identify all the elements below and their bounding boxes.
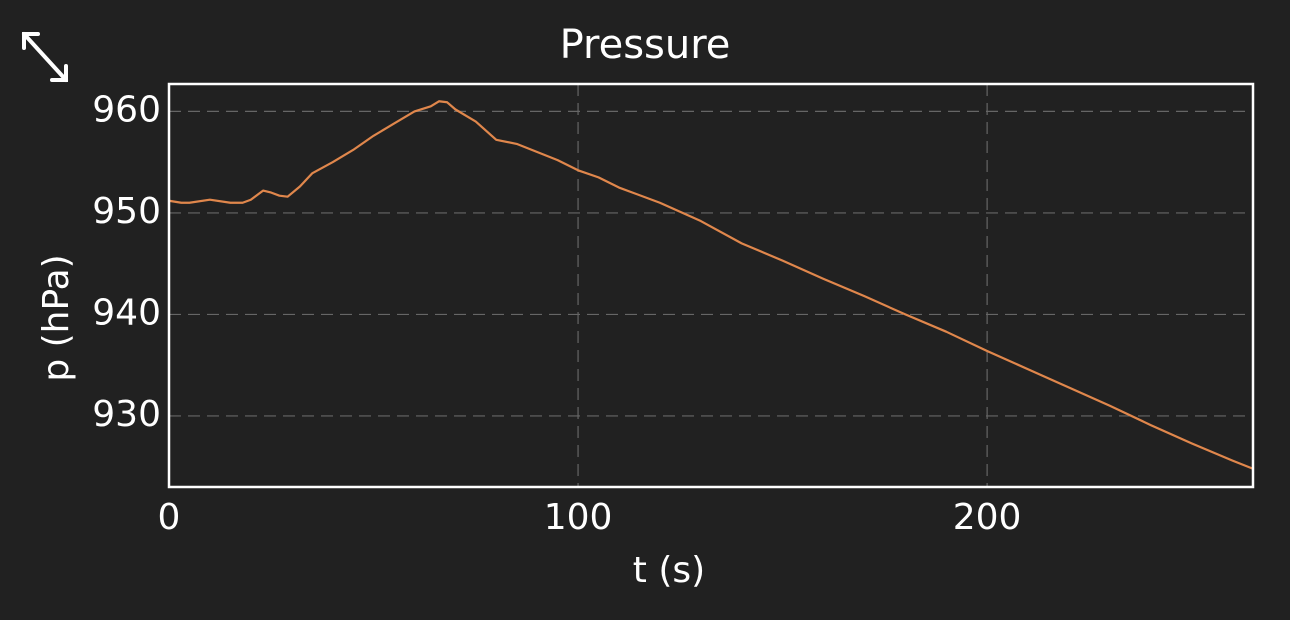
chart-title: Pressure [560, 22, 731, 68]
y-tick-label: 950 [92, 191, 161, 232]
plot-frame [167, 82, 1255, 489]
y-axis-label: p (hPa) [36, 254, 77, 381]
x-tick-label: 200 [953, 497, 1022, 538]
y-tick-label: 930 [92, 394, 161, 435]
data-line [168, 100, 1254, 470]
y-tick-label: 940 [92, 292, 161, 333]
expand-icon[interactable] [22, 32, 68, 82]
x-axis-label: t (s) [633, 550, 705, 591]
y-tick-label: 960 [92, 89, 161, 130]
x-tick-label: 0 [158, 497, 181, 538]
x-tick-label: 100 [544, 497, 613, 538]
